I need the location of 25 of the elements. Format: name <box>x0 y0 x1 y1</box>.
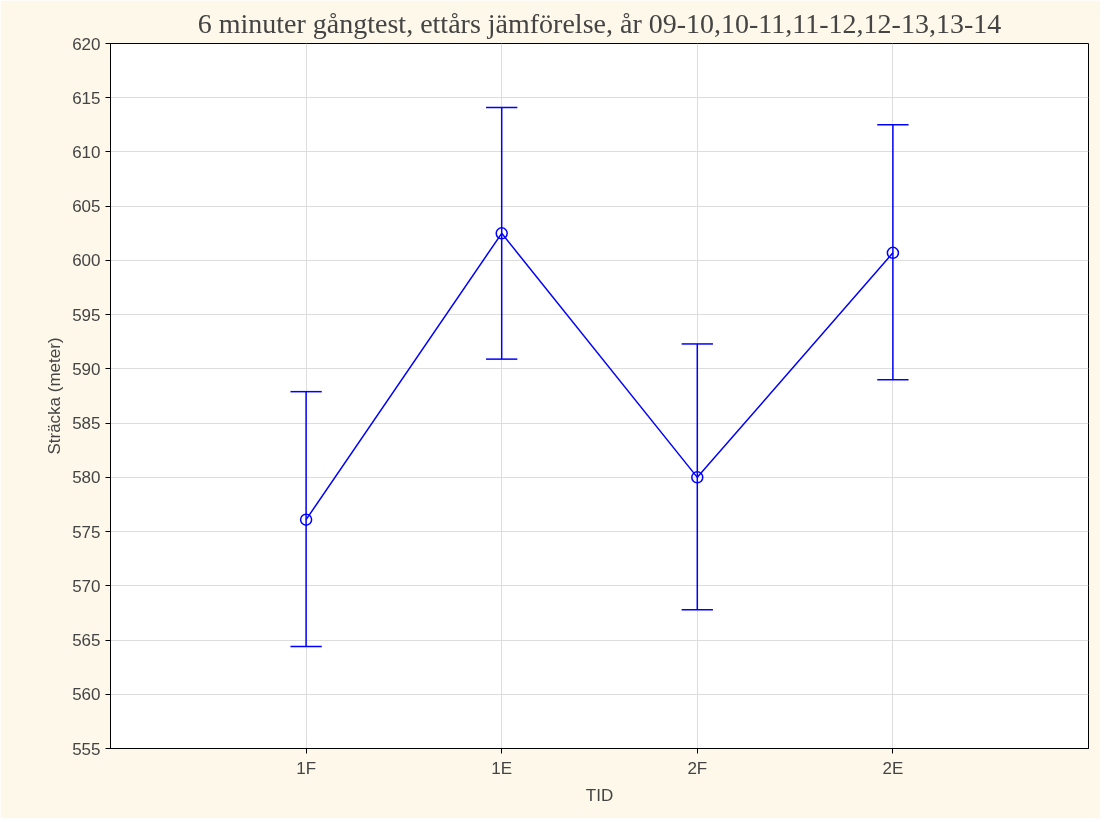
y-tick-label: 565 <box>72 631 101 651</box>
y-tick-label: 615 <box>72 88 101 108</box>
point <box>886 246 900 260</box>
x-tick-label: 2E <box>882 758 904 778</box>
y-tick-label: 570 <box>72 576 101 596</box>
y-tick-label: 575 <box>72 522 101 542</box>
y-tick-label: 595 <box>72 305 101 325</box>
point <box>691 471 704 484</box>
x-tick-label: 1F <box>296 758 317 778</box>
x-tick-label: 1E <box>491 758 513 778</box>
y-axis-title: Sträcka (meter) <box>45 337 65 455</box>
x-tick-label: 2F <box>687 758 708 778</box>
y-tick-label: 580 <box>72 468 101 488</box>
point <box>495 227 508 240</box>
y-tick-label: 560 <box>72 685 101 705</box>
y-tick-label: 620 <box>72 34 101 54</box>
y-tick-label: 610 <box>72 142 101 162</box>
point <box>299 513 313 526</box>
y-tick-label: 590 <box>72 359 101 379</box>
y-tick-label: 605 <box>72 197 101 217</box>
y-tick-label: 600 <box>72 251 101 271</box>
x-axis-title: TID <box>585 785 614 805</box>
chart-title: 6 minuter gångtest, ettårs jämförelse, år 09-10,10-11,11-12,12-13,13-14 <box>197 7 1002 39</box>
y-tick-label: 555 <box>72 739 101 759</box>
y-tick-label: 585 <box>72 414 101 434</box>
